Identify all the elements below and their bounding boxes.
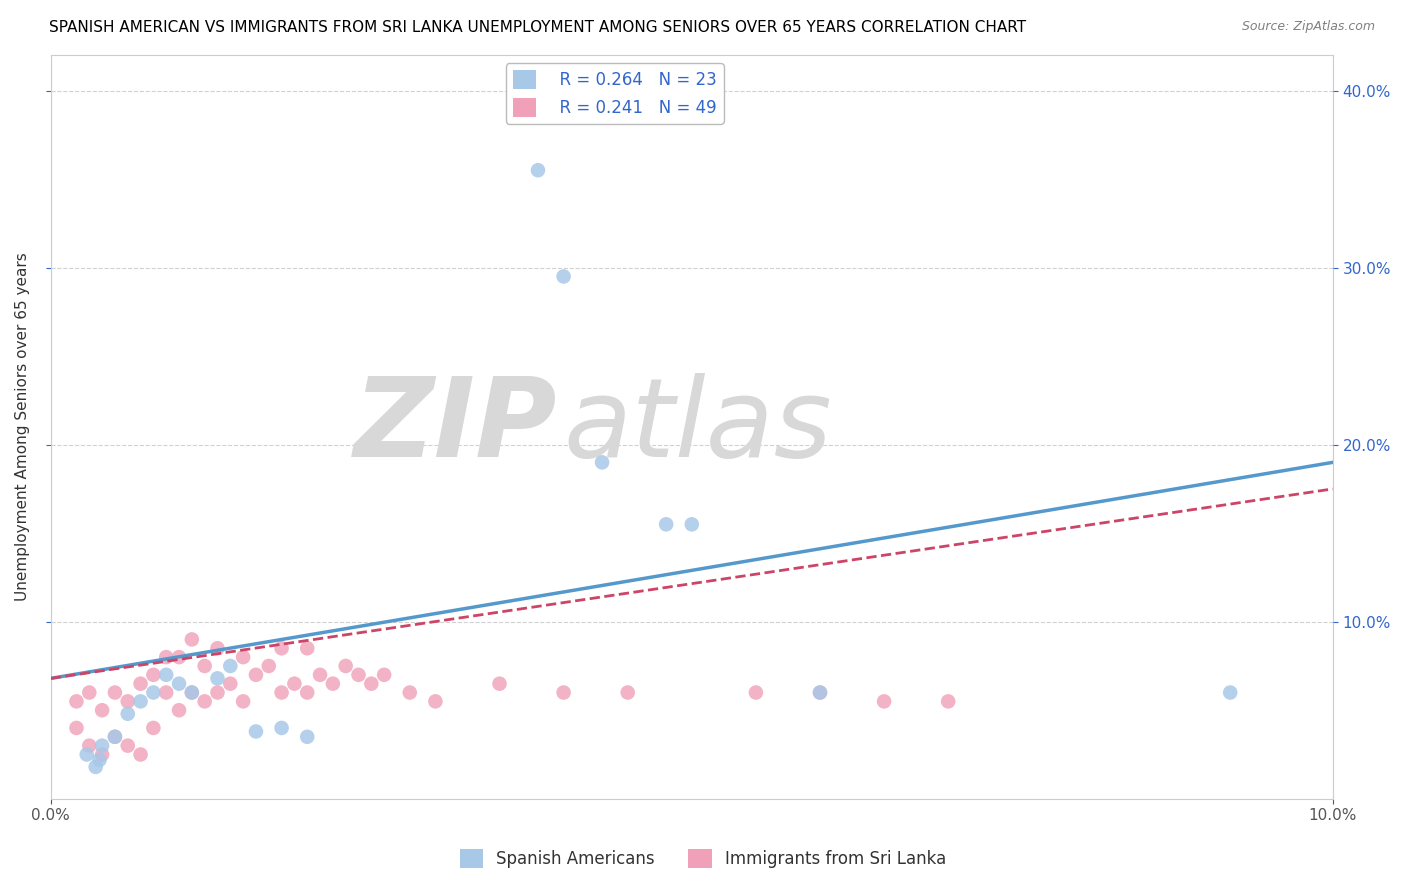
Point <box>104 730 127 744</box>
Point <box>142 668 165 682</box>
Point <box>84 760 107 774</box>
Point <box>104 685 127 699</box>
Point <box>553 269 575 284</box>
Point <box>873 694 896 708</box>
Point <box>297 685 319 699</box>
Point <box>194 694 217 708</box>
Point <box>76 747 98 762</box>
Point <box>257 659 280 673</box>
Point <box>155 650 177 665</box>
Point <box>232 650 254 665</box>
Point <box>681 517 703 532</box>
Point <box>91 703 114 717</box>
Point <box>425 694 447 708</box>
Text: SPANISH AMERICAN VS IMMIGRANTS FROM SRI LANKA UNEMPLOYMENT AMONG SENIORS OVER 65: SPANISH AMERICAN VS IMMIGRANTS FROM SRI … <box>49 20 1026 35</box>
Point <box>398 685 420 699</box>
Point <box>322 676 344 690</box>
Point <box>91 739 114 753</box>
Point <box>936 694 959 708</box>
Point <box>155 685 177 699</box>
Point <box>270 641 292 656</box>
Legend: Spanish Americans, Immigrants from Sri Lanka: Spanish Americans, Immigrants from Sri L… <box>453 842 953 875</box>
Point <box>142 685 165 699</box>
Point <box>104 730 127 744</box>
Point <box>808 685 831 699</box>
Point <box>1219 685 1241 699</box>
Point <box>270 721 292 735</box>
Point <box>207 685 229 699</box>
Point <box>335 659 357 673</box>
Point <box>616 685 638 699</box>
Point <box>129 747 152 762</box>
Point <box>808 685 831 699</box>
Point <box>219 676 242 690</box>
Point <box>745 685 768 699</box>
Point <box>117 706 139 721</box>
Point <box>91 747 114 762</box>
Text: Source: ZipAtlas.com: Source: ZipAtlas.com <box>1241 20 1375 33</box>
Point <box>207 671 229 685</box>
Point <box>180 685 202 699</box>
Point <box>194 659 217 673</box>
Point <box>167 676 190 690</box>
Point <box>283 676 305 690</box>
Point <box>89 753 111 767</box>
Point <box>245 724 267 739</box>
Point <box>488 676 510 690</box>
Point <box>142 721 165 735</box>
Point <box>117 739 139 753</box>
Point <box>117 694 139 708</box>
Point <box>65 694 87 708</box>
Point <box>270 685 292 699</box>
Point <box>65 721 87 735</box>
Point <box>232 694 254 708</box>
Point <box>347 668 370 682</box>
Point <box>129 694 152 708</box>
Point <box>360 676 382 690</box>
Point <box>180 685 202 699</box>
Point <box>207 641 229 656</box>
Point <box>553 685 575 699</box>
Point <box>245 668 267 682</box>
Point <box>79 739 101 753</box>
Point <box>180 632 202 647</box>
Point <box>79 685 101 699</box>
Point <box>655 517 678 532</box>
Point <box>129 676 152 690</box>
Point <box>297 730 319 744</box>
Point <box>167 703 190 717</box>
Point <box>591 455 613 469</box>
Point <box>297 641 319 656</box>
Point <box>219 659 242 673</box>
Text: atlas: atlas <box>564 374 832 481</box>
Y-axis label: Unemployment Among Seniors over 65 years: Unemployment Among Seniors over 65 years <box>15 252 30 601</box>
Point <box>155 668 177 682</box>
Legend:   R = 0.264   N = 23,   R = 0.241   N = 49: R = 0.264 N = 23, R = 0.241 N = 49 <box>506 63 724 124</box>
Point <box>309 668 332 682</box>
Text: ZIP: ZIP <box>354 374 557 481</box>
Point <box>373 668 395 682</box>
Point <box>527 163 550 178</box>
Point <box>167 650 190 665</box>
